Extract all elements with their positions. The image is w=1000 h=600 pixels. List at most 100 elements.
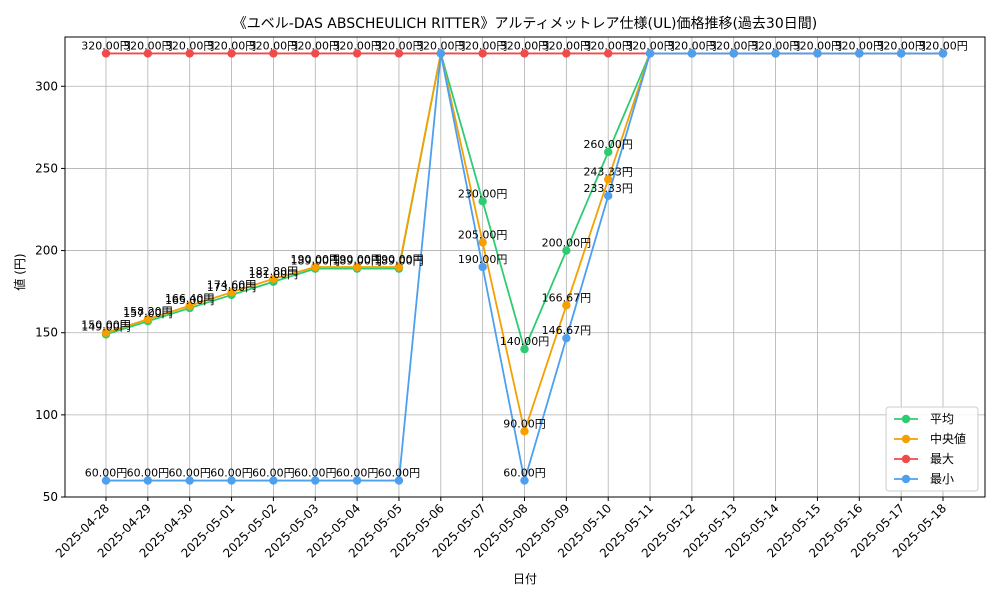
data-point bbox=[771, 49, 780, 58]
data-point bbox=[938, 49, 948, 58]
data-point bbox=[562, 49, 571, 58]
data-label: 60.00円 bbox=[127, 467, 170, 480]
data-point bbox=[394, 49, 404, 58]
data-label: 320.00円 bbox=[165, 39, 215, 52]
data-point bbox=[604, 49, 613, 58]
data-label: 243.33円 bbox=[583, 165, 633, 178]
data-point bbox=[813, 49, 822, 58]
data-label: 140.00円 bbox=[500, 335, 550, 348]
data-label: 320.00円 bbox=[793, 39, 843, 52]
data-point bbox=[604, 147, 613, 157]
data-label: 190.00円 bbox=[374, 253, 424, 266]
data-label: 320.00円 bbox=[249, 39, 299, 52]
y-tick-label: 50 bbox=[43, 490, 58, 504]
data-label: 189.00円 bbox=[291, 255, 341, 268]
data-point bbox=[436, 49, 445, 58]
data-label: 320.00円 bbox=[500, 39, 550, 52]
data-point bbox=[352, 262, 362, 272]
data-point bbox=[855, 49, 864, 58]
data-label: 320.00円 bbox=[625, 39, 675, 52]
legend-label: 最小 bbox=[930, 472, 954, 486]
data-point bbox=[352, 49, 362, 58]
y-tick-label: 250 bbox=[35, 161, 58, 175]
legend-box bbox=[885, 406, 979, 492]
data-point bbox=[269, 274, 278, 284]
data-point bbox=[227, 49, 236, 58]
legend-label: 平均 bbox=[930, 412, 954, 426]
data-label: 166.40円 bbox=[165, 292, 215, 305]
data-label: 189.00円 bbox=[374, 255, 424, 268]
data-point bbox=[143, 315, 153, 324]
data-point bbox=[227, 476, 236, 485]
data-labels: 149.00円157.00円165.00円173.00円181.00円189.0… bbox=[81, 39, 968, 479]
data-point bbox=[311, 476, 320, 485]
series-lines bbox=[101, 49, 948, 485]
legend-swatch-marker bbox=[901, 474, 911, 484]
data-label: 182.80円 bbox=[249, 265, 299, 278]
data-point bbox=[101, 49, 111, 58]
data-label: 190.00円 bbox=[332, 253, 382, 266]
legend-swatch-marker bbox=[901, 434, 911, 444]
legend-entry: 最大 bbox=[894, 452, 954, 466]
data-label: 320.00円 bbox=[709, 39, 759, 52]
data-label: 320.00円 bbox=[542, 39, 592, 52]
data-label: 181.00円 bbox=[249, 268, 299, 281]
data-point bbox=[729, 49, 738, 58]
data-point bbox=[185, 476, 194, 485]
data-point bbox=[562, 301, 571, 310]
data-point bbox=[478, 262, 487, 272]
y-axis-title: 値 (円) bbox=[12, 253, 27, 290]
data-label: 190.00円 bbox=[291, 253, 341, 266]
data-label: 320.00円 bbox=[458, 39, 508, 52]
data-label: 149.00円 bbox=[81, 320, 131, 333]
data-point bbox=[478, 238, 487, 247]
data-label: 233.33円 bbox=[583, 182, 633, 195]
data-label: 60.00円 bbox=[252, 467, 295, 480]
data-label: 60.00円 bbox=[294, 467, 337, 480]
x-axis-title: 日付 bbox=[513, 572, 537, 586]
data-point bbox=[185, 301, 194, 310]
data-label: 320.00円 bbox=[332, 39, 382, 52]
data-label: 320.00円 bbox=[667, 39, 717, 52]
data-label: 320.00円 bbox=[835, 39, 885, 52]
data-label: 230.00円 bbox=[458, 187, 508, 200]
data-point bbox=[227, 288, 236, 297]
data-point bbox=[394, 476, 404, 485]
data-label: 60.00円 bbox=[168, 467, 211, 480]
data-point bbox=[269, 476, 278, 485]
data-point bbox=[687, 49, 697, 58]
chart-title: 《ユベル-DAS ABSCHEULICH RITTER》アルティメットレア仕様(… bbox=[233, 16, 817, 32]
data-label: 320.00円 bbox=[876, 39, 926, 52]
data-label: 320.00円 bbox=[123, 39, 173, 52]
data-point bbox=[604, 175, 613, 184]
data-point bbox=[352, 476, 362, 485]
data-point bbox=[478, 49, 487, 58]
data-label: 320.00円 bbox=[81, 39, 131, 52]
data-label: 60.00円 bbox=[85, 467, 128, 480]
data-point bbox=[143, 476, 153, 485]
data-point bbox=[520, 49, 529, 58]
data-point bbox=[101, 328, 111, 337]
legend-label: 中央値 bbox=[930, 431, 966, 446]
data-point bbox=[604, 191, 613, 201]
data-label: 174.60円 bbox=[207, 278, 257, 291]
data-label: 60.00円 bbox=[378, 467, 421, 480]
data-point bbox=[143, 49, 153, 58]
data-label: 165.00円 bbox=[165, 294, 215, 307]
data-point bbox=[311, 262, 320, 272]
legend-entry: 中央値 bbox=[894, 431, 966, 446]
data-label: 320.00円 bbox=[416, 39, 466, 52]
data-label: 205.00円 bbox=[458, 228, 508, 241]
data-label: 320.00円 bbox=[291, 39, 341, 52]
y-tick-label: 200 bbox=[35, 244, 58, 258]
data-label: 60.00円 bbox=[210, 467, 253, 480]
data-label: 320.00円 bbox=[918, 39, 968, 52]
legend-swatch-marker bbox=[901, 414, 911, 424]
data-label: 260.00円 bbox=[583, 138, 633, 151]
data-label: 158.20円 bbox=[123, 305, 173, 318]
data-label: 90.00円 bbox=[503, 417, 546, 430]
data-label: 190.00円 bbox=[458, 253, 508, 266]
y-tick-label: 100 bbox=[35, 408, 58, 422]
